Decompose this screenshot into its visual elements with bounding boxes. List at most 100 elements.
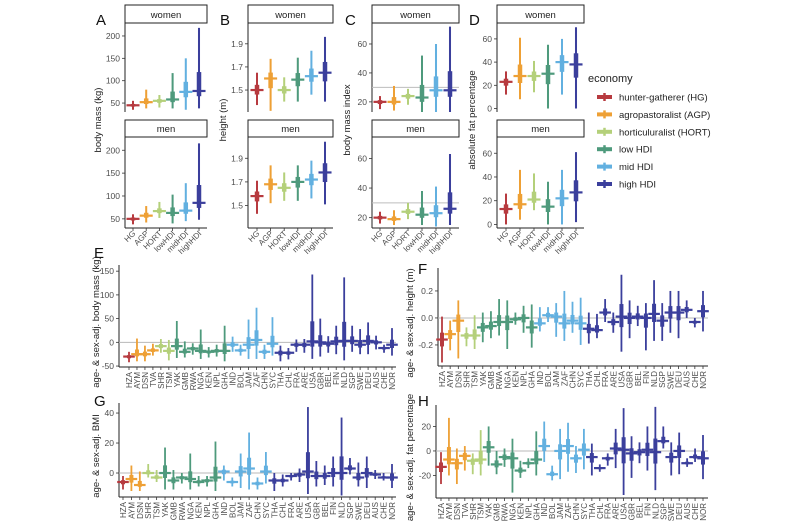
interval-AGP — [513, 169, 527, 220]
x-tick-label: DEU — [363, 502, 372, 519]
x-tick-label: DSN — [136, 502, 145, 519]
interval-midHDI — [179, 183, 193, 222]
y-axis-title: age- & sex-adj. body mass (kg) — [91, 256, 102, 387]
facet-women: women 20 40 60 — [358, 4, 460, 112]
x-tick-label: TSM — [153, 502, 162, 519]
x-tick-label: ZAF — [560, 371, 569, 386]
interval-TSM — [474, 430, 487, 476]
interval-JAM — [554, 428, 566, 480]
y-tick-label: 20 — [358, 97, 368, 107]
interval-highHDI — [318, 36, 332, 102]
interval-HG — [250, 180, 264, 214]
x-tick-label: THA — [588, 502, 597, 519]
interval-NOR — [697, 435, 709, 480]
x-tick-label: SWE — [356, 372, 365, 390]
interval-HORT — [401, 202, 415, 220]
x-tick-label: CHL — [284, 371, 293, 388]
interval-GBR — [314, 318, 327, 357]
x-tick-label: FRA — [604, 502, 613, 519]
interval-RWA — [493, 299, 505, 336]
x-tick-label: GHA — [528, 370, 537, 388]
interval-midHDI — [429, 43, 443, 112]
x-tick-label: THA — [276, 371, 285, 388]
interval-KEN — [514, 460, 527, 478]
y-tick-label: 20 — [483, 196, 493, 206]
interval-NOR — [697, 290, 709, 332]
interval-BOL — [546, 465, 558, 481]
facet-label: women — [524, 10, 556, 21]
interval-AUS — [369, 470, 381, 480]
interval-AGP — [264, 165, 278, 204]
interval-lowHDI — [415, 191, 429, 226]
x-tick-label: USA — [304, 501, 313, 518]
x-tick-label: NPL — [203, 501, 212, 517]
legend-label: hunter-gatherer (HG) — [619, 93, 708, 104]
x-tick-label: RWA — [189, 371, 198, 390]
x-tick-label: GBR — [626, 371, 635, 389]
interval-USA — [306, 274, 319, 359]
interval-KEN — [509, 312, 522, 325]
facet-men: men 1.5 1.7 1.9 — [231, 119, 334, 229]
x-tick-label: SHR — [144, 502, 153, 519]
y-tick-label: 50 — [105, 314, 115, 324]
y-tick-label: 0 — [487, 219, 492, 229]
x-tick-label: TSM — [165, 372, 174, 389]
interval-GMB — [490, 450, 503, 475]
legend-item-AGP: agropastoralist (AGP) — [597, 110, 710, 121]
legend-item-HG: hunter-gatherer (HG) — [597, 93, 708, 104]
x-tick-label: SWE — [667, 503, 676, 521]
interval-ZAF — [243, 432, 255, 490]
interval-HZA — [435, 452, 447, 485]
y-tick-label: -20 — [419, 470, 432, 480]
x-tick-label: CHL — [593, 370, 602, 387]
legend-label: mid HDI — [619, 162, 653, 173]
interval-BOL — [542, 307, 554, 322]
interval-midHDI — [179, 58, 193, 110]
interval-TSM — [150, 470, 163, 483]
interval-NPL — [517, 305, 530, 333]
interval-HG — [373, 211, 387, 224]
x-tick-label: BEL — [324, 371, 333, 387]
x-tick-label: USA — [617, 370, 626, 387]
panel-letter: B — [220, 12, 230, 29]
y-tick-label: 150 — [100, 266, 114, 276]
y-tick-label: 20 — [422, 421, 432, 431]
interval-CHL — [591, 313, 603, 339]
x-tick-label: YAK — [161, 501, 170, 517]
interval-HORT — [401, 88, 415, 105]
x-tick-label: FIN — [329, 502, 338, 515]
interval-HG — [499, 193, 513, 225]
x-tick-label: HZA — [438, 370, 447, 387]
y-tick-label: 0.0 — [421, 313, 433, 323]
interval-NLD — [649, 406, 662, 491]
legend-item-high: high HDI — [597, 180, 656, 191]
interval-SWE — [354, 329, 366, 355]
y-tick-label: 20 — [483, 80, 493, 90]
facet-label: men — [281, 124, 299, 135]
interval-NOR — [386, 328, 398, 356]
x-tick-label: THA — [270, 501, 279, 518]
y-tick-label: 40 — [483, 172, 493, 182]
interval-HG — [373, 96, 387, 110]
interval-AGP — [387, 210, 401, 226]
interval-GHA — [218, 325, 231, 362]
interval-ARE — [609, 428, 622, 469]
x-tick-label: SGP — [658, 371, 667, 388]
y-tick-label: 40 — [358, 183, 368, 193]
y-tick-label: 60 — [483, 148, 493, 158]
interval-HG — [250, 72, 264, 106]
x-tick-label: SWE — [354, 502, 363, 520]
x-tick-label: NOR — [699, 371, 708, 389]
interval-AUS — [680, 300, 693, 318]
interval-SGP — [656, 303, 669, 341]
legend-label: horticuluralist (HORT) — [619, 127, 711, 138]
interval-highHDI — [569, 27, 583, 109]
interval-lowHDI — [541, 181, 555, 225]
interval-YAK — [171, 320, 183, 358]
interval-highHDI — [443, 154, 457, 226]
x-tick-label: AYM — [127, 502, 136, 519]
facet-women: women 0 20 40 60 — [483, 4, 585, 114]
y-tick-label: 0 — [426, 446, 431, 456]
interval-FIN — [327, 456, 339, 487]
